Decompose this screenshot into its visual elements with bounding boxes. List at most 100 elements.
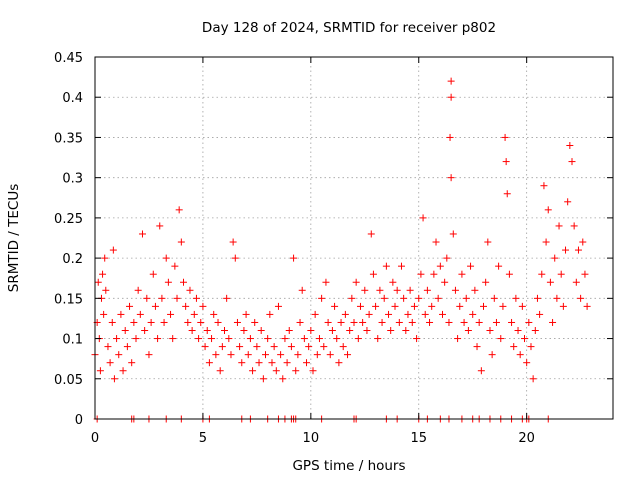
- data-point: [285, 327, 293, 335]
- data-point: [540, 182, 548, 190]
- data-point: [192, 294, 200, 302]
- y-tick-label: 0.4: [62, 91, 83, 106]
- data-point: [333, 335, 341, 343]
- data-point: [467, 262, 475, 270]
- data-point: [419, 214, 427, 222]
- data-point: [356, 302, 364, 310]
- data-point: [99, 270, 107, 278]
- data-point: [136, 310, 144, 318]
- axis-ticks: [94, 56, 613, 420]
- data-point: [262, 351, 270, 359]
- data-point: [218, 343, 226, 351]
- data-point: [369, 270, 377, 278]
- data-point: [385, 310, 393, 318]
- data-point: [164, 278, 172, 286]
- x-tick-label: 20: [518, 431, 535, 446]
- chart-title: Day 128 of 2024, SRMTID for receiver p80…: [202, 20, 496, 36]
- data-point: [389, 278, 397, 286]
- data-points: [91, 77, 591, 423]
- data-point: [447, 77, 455, 85]
- data-point: [264, 335, 272, 343]
- data-point: [199, 302, 207, 310]
- data-point: [348, 294, 356, 302]
- data-point: [162, 254, 170, 262]
- data-point: [138, 230, 146, 238]
- data-point: [283, 359, 291, 367]
- data-point: [395, 318, 403, 326]
- data-point: [415, 294, 423, 302]
- data-point: [564, 198, 572, 206]
- data-point: [328, 327, 336, 335]
- data-point: [244, 351, 252, 359]
- data-point: [104, 343, 112, 351]
- data-point: [438, 310, 446, 318]
- data-point: [210, 310, 218, 318]
- data-point: [477, 367, 485, 375]
- data-point: [225, 335, 233, 343]
- data-point: [350, 318, 358, 326]
- data-point: [583, 302, 591, 310]
- data-point: [229, 238, 237, 246]
- data-point: [212, 351, 220, 359]
- data-point: [292, 367, 300, 375]
- data-point: [221, 327, 228, 335]
- data-point: [380, 294, 388, 302]
- data-point: [160, 318, 168, 326]
- data-point: [108, 318, 116, 326]
- data-point: [486, 327, 494, 335]
- data-point: [113, 335, 121, 343]
- data-point: [290, 254, 298, 262]
- data-point: [352, 278, 360, 286]
- data-point: [400, 294, 408, 302]
- data-point: [363, 327, 371, 335]
- data-point: [449, 230, 457, 238]
- data-point: [158, 294, 166, 302]
- data-point: [341, 310, 349, 318]
- data-point: [460, 318, 468, 326]
- data-point: [404, 310, 412, 318]
- data-point: [255, 359, 263, 367]
- data-point: [568, 158, 576, 166]
- data-point: [179, 278, 187, 286]
- data-point: [441, 278, 449, 286]
- data-point: [484, 238, 492, 246]
- tick-labels: 0 0.05 0.1 0.15 0.2 0.25 0.3 0.35 0.4 0.45 0 5 10 15 2…: [54, 51, 535, 446]
- data-point: [94, 278, 102, 286]
- data-point: [272, 367, 280, 375]
- data-point: [167, 310, 175, 318]
- data-point: [447, 93, 455, 101]
- data-point: [156, 222, 164, 230]
- data-point: [227, 351, 235, 359]
- data-point: [119, 367, 127, 375]
- data-point: [177, 238, 185, 246]
- data-point: [542, 238, 550, 246]
- data-point: [96, 367, 104, 375]
- data-point: [495, 262, 503, 270]
- data-point: [365, 310, 373, 318]
- data-point: [531, 327, 539, 335]
- data-point: [132, 335, 140, 343]
- data-point: [346, 327, 354, 335]
- data-point: [106, 359, 114, 367]
- data-point: [100, 310, 108, 318]
- data-point: [536, 310, 544, 318]
- data-point: [205, 359, 213, 367]
- data-point: [307, 327, 315, 335]
- data-point: [303, 359, 311, 367]
- data-point: [147, 318, 155, 326]
- y-tick-label: 0.2: [62, 252, 83, 267]
- data-point: [266, 310, 274, 318]
- data-point: [458, 270, 466, 278]
- data-point: [257, 327, 265, 335]
- data-point: [406, 286, 414, 294]
- data-point: [175, 206, 183, 214]
- data-point: [188, 327, 196, 335]
- data-point: [309, 367, 317, 375]
- data-point: [490, 294, 498, 302]
- data-point: [171, 262, 179, 270]
- data-point: [497, 335, 505, 343]
- data-point: [126, 302, 134, 310]
- data-point: [169, 335, 177, 343]
- data-point: [300, 335, 308, 343]
